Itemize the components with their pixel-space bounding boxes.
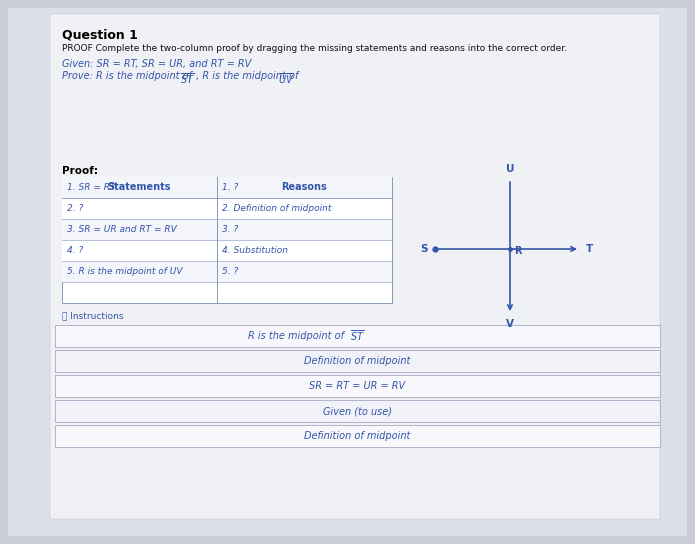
Text: 5. R is the midpoint of UV: 5. R is the midpoint of UV [67, 267, 183, 276]
Text: R: R [514, 246, 521, 256]
Bar [55, 425, 660, 447]
Text: Reasons: Reasons [281, 182, 327, 193]
Bar [62, 177, 392, 198]
Bar [62, 177, 392, 198]
Text: 4. ?: 4. ? [67, 246, 83, 255]
Text: PROOF Complete the two-column proof by dragging the missing statements and reaso: PROOF Complete the two-column proof by d… [62, 44, 567, 53]
Bar [50, 14, 660, 519]
Text: 1. ?: 1. ? [222, 183, 238, 192]
Bar [55, 350, 660, 372]
Text: 2. Definition of midpoint: 2. Definition of midpoint [222, 204, 332, 213]
Text: 3. SR = UR and RT = RV: 3. SR = UR and RT = RV [67, 225, 177, 234]
Text: 5. ?: 5. ? [222, 267, 238, 276]
Text: U: U [506, 164, 514, 174]
Text: Prove: R is the midpoint of: Prove: R is the midpoint of [62, 71, 195, 81]
Bar [55, 375, 660, 397]
Text: 4. Substitution: 4. Substitution [222, 246, 288, 255]
Bar [62, 177, 392, 303]
Text: V: V [506, 319, 514, 329]
Text: Given (to use): Given (to use) [323, 406, 392, 416]
Text: SR = RT = UR = RV: SR = RT = UR = RV [309, 381, 406, 391]
Text: 3. ?: 3. ? [222, 225, 238, 234]
Bar [55, 400, 660, 422]
Text: Proof:: Proof: [62, 166, 98, 176]
Text: , R is the midpoint of: , R is the midpoint of [193, 71, 302, 81]
Text: $\overline{ST}$: $\overline{ST}$ [350, 329, 364, 343]
Text: Definition of midpoint: Definition of midpoint [304, 356, 411, 366]
Text: Statements: Statements [108, 182, 171, 193]
Text: R is the midpoint of: R is the midpoint of [248, 331, 348, 341]
Bar [55, 325, 660, 347]
Text: ⓘ Instructions: ⓘ Instructions [62, 311, 124, 320]
Text: $\overline{ST}$: $\overline{ST}$ [180, 71, 195, 86]
Text: 2. ?: 2. ? [67, 204, 83, 213]
Text: S: S [420, 244, 428, 254]
Bar [62, 198, 392, 219]
Text: Question 1: Question 1 [62, 29, 138, 42]
Text: Given: SR = RT, SR = UR, and RT = RV: Given: SR = RT, SR = UR, and RT = RV [62, 59, 252, 69]
Text: T: T [586, 244, 594, 254]
Bar [62, 240, 392, 261]
Text: 1. SR = RT: 1. SR = RT [67, 183, 115, 192]
Bar [62, 261, 392, 282]
Text: Definition of midpoint: Definition of midpoint [304, 431, 411, 441]
Text: $\overline{UV}$: $\overline{UV}$ [278, 71, 295, 86]
Bar [62, 219, 392, 240]
